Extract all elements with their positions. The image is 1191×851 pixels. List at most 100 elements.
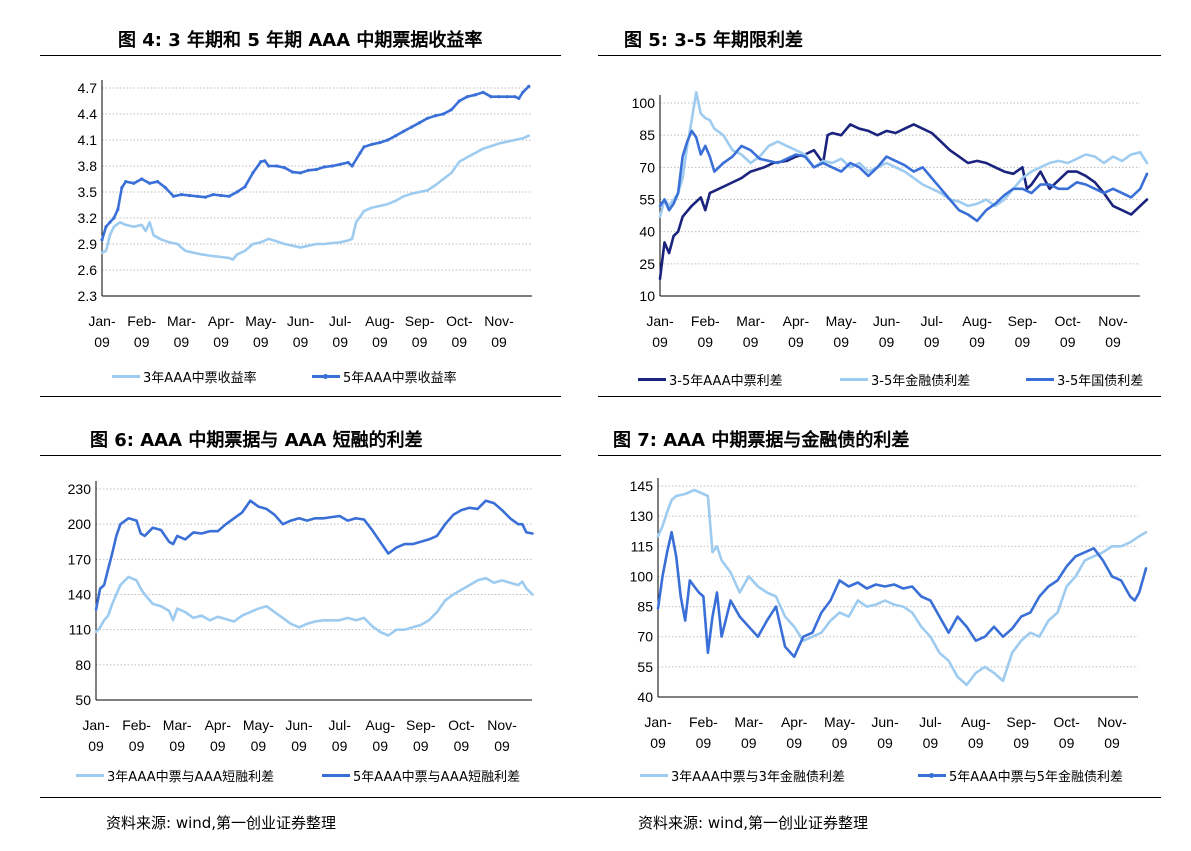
- fig5-legend-item-fin: 3-5年金融债利差: [840, 370, 970, 389]
- x-tick-label-month: Jan-: [644, 714, 672, 730]
- y-tick-label: 145: [630, 478, 654, 494]
- y-tick-label: 115: [631, 538, 654, 554]
- x-tick-label-month: Nov-: [487, 717, 517, 733]
- fig6-legend-item-5y: 5年AAA中票与AAA短融利差: [322, 766, 520, 785]
- x-tick-label-month: Aug-: [961, 714, 991, 730]
- x-tick-label-month: Nov-: [1098, 313, 1128, 329]
- fig4-series-point: [275, 164, 279, 168]
- y-tick-label: 3.8: [78, 158, 98, 174]
- x-tick-label-month: Nov-: [484, 313, 514, 329]
- fig4-series-point: [497, 95, 501, 99]
- fig4-series-point: [465, 95, 469, 99]
- y-tick-label: 3.2: [78, 210, 98, 226]
- fig4-series-point: [314, 167, 318, 172]
- fig4-series-point: [330, 164, 334, 168]
- x-tick-label-year: 09: [253, 334, 269, 350]
- x-tick-label-year: 09: [452, 334, 468, 350]
- fig4-bottom-rule: [40, 396, 561, 397]
- fig4-series-point: [140, 177, 144, 181]
- y-tick-label: 100: [630, 568, 654, 584]
- y-tick-label: 2.6: [78, 262, 98, 278]
- fig4-series-point: [179, 193, 183, 197]
- fig7-legend-item-3y: 3年AAA中票与3年金融债利差: [640, 766, 845, 785]
- x-tick-label-year: 09: [494, 738, 510, 754]
- fig4-series-point: [227, 194, 231, 198]
- x-tick-label-month: May-: [826, 313, 857, 329]
- fig4-series-point: [402, 129, 406, 133]
- legend-line-swatch: [638, 378, 666, 381]
- x-tick-label-month: Jan-: [82, 717, 110, 733]
- fig4-series-point: [481, 90, 485, 94]
- x-tick-label-month: Sep-: [406, 717, 436, 733]
- x-tick-label-month: May-: [243, 717, 274, 733]
- x-tick-label-month: Mar-: [736, 313, 765, 329]
- x-tick-label-month: Apr-: [783, 313, 810, 329]
- x-tick-label-month: Apr-: [781, 714, 808, 730]
- x-tick-label-year: 09: [372, 738, 388, 754]
- x-tick-label-month: Jan-: [646, 313, 674, 329]
- fig4-series-point: [171, 194, 176, 198]
- fig4-series-point: [259, 160, 263, 164]
- x-tick-label-year: 09: [924, 334, 940, 350]
- legend-line-swatch: [312, 373, 340, 379]
- fig5-legend-item-gov: 3-5年国债利差: [1026, 370, 1143, 389]
- x-tick-label-month: Oct-: [448, 717, 475, 733]
- y-tick-label: 40: [637, 689, 653, 705]
- fig4-series-point: [116, 207, 120, 211]
- fig4-series-point: [298, 171, 303, 175]
- fig4-series-point: [433, 114, 438, 118]
- x-tick-label-year: 09: [741, 735, 757, 751]
- fig5-top-rule: [598, 55, 1161, 56]
- x-tick-label-year: 09: [413, 738, 429, 754]
- fig4-series-point: [425, 116, 430, 120]
- x-tick-label-month: Oct-: [1054, 313, 1081, 329]
- x-tick-label-month: Jun-: [287, 313, 315, 329]
- x-tick-label-year: 09: [879, 334, 895, 350]
- fig4-series-point: [441, 112, 445, 116]
- x-tick-label-month: Jun-: [873, 313, 901, 329]
- y-tick-label: 4.7: [78, 80, 98, 96]
- fig4-series-point: [132, 181, 136, 185]
- legend-line-swatch: [640, 774, 668, 777]
- x-tick-label-year: 09: [1060, 334, 1076, 350]
- x-tick-label-year: 09: [786, 735, 802, 751]
- fig7-series-line-1: [656, 530, 1148, 659]
- x-tick-label-year: 09: [1013, 735, 1029, 751]
- legend-label: 3年AAA中票收益率: [143, 371, 257, 386]
- x-tick-label-month: May-: [245, 313, 276, 329]
- y-tick-label: 50: [75, 692, 91, 708]
- fig4-series-point: [104, 225, 108, 229]
- fig4-series-point: [148, 181, 152, 185]
- fig4-top-rule: [40, 55, 561, 56]
- y-tick-label: 4.4: [78, 106, 98, 122]
- x-tick-label-month: Jul-: [328, 717, 351, 733]
- legend-line-swatch: [322, 774, 350, 777]
- y-tick-label: 230: [68, 481, 92, 497]
- fig4-series-point: [251, 171, 255, 175]
- legend-label: 5年AAA中票与5年金融债利差: [949, 770, 1123, 785]
- x-tick-label-month: Aug-: [365, 313, 395, 329]
- fig4-series-point: [322, 165, 326, 169]
- fig5-legend-item-aaa: 3-5年AAA中票利差: [638, 370, 783, 389]
- legend-label: 3-5年国债利差: [1057, 374, 1144, 389]
- x-tick-label-year: 09: [696, 735, 712, 751]
- x-tick-label-month: Oct-: [1053, 714, 1080, 730]
- y-tick-label: 200: [68, 516, 92, 532]
- legend-line-swatch: [1026, 378, 1054, 381]
- y-tick-label: 25: [639, 256, 655, 272]
- fig4-series-point: [283, 166, 287, 170]
- y-tick-label: 3.5: [78, 184, 98, 200]
- x-tick-label-year: 09: [698, 334, 714, 350]
- legend-line-swatch: [76, 774, 104, 777]
- fig4-series-point: [378, 141, 382, 145]
- x-tick-label-month: Mar-: [163, 717, 192, 733]
- fig6-title: 图 6: AAA 中期票据与 AAA 短融的利差: [90, 430, 423, 451]
- x-tick-label-year: 09: [652, 334, 668, 350]
- y-tick-label: 55: [637, 659, 653, 675]
- x-tick-label-year: 09: [1105, 334, 1121, 350]
- x-tick-label-year: 09: [1104, 735, 1120, 751]
- x-tick-label-year: 09: [134, 334, 150, 350]
- fig7-legend-item-5y: 5年AAA中票与5年金融债利差: [918, 766, 1123, 785]
- fig4-series-point: [418, 121, 422, 125]
- fig5-plot: 10 25 40 55 70 85 100 Jan- 09 Feb- 09 Mar- 09 Apr- 09 M…: [632, 91, 1149, 350]
